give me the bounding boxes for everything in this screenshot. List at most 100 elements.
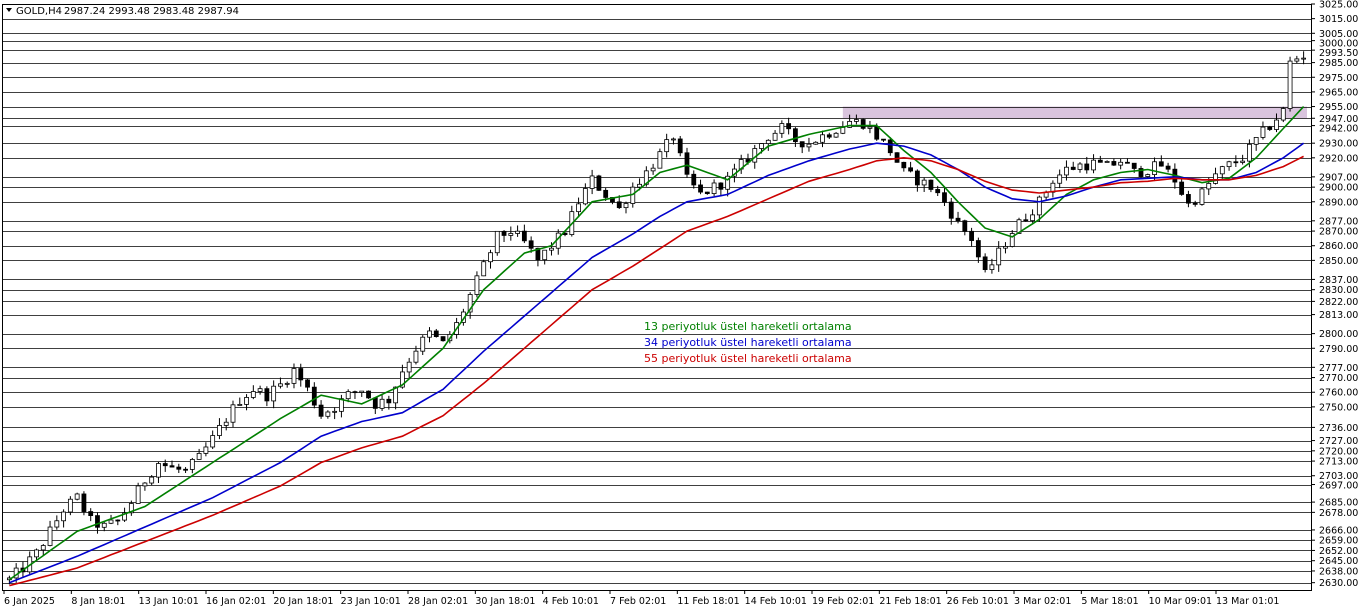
candle xyxy=(74,492,80,501)
y-tick-label: 2947.00 xyxy=(1319,114,1358,125)
candle xyxy=(1267,125,1273,131)
candle xyxy=(894,152,900,163)
x-tick-label: 11 Feb 18:01 xyxy=(677,596,739,607)
y-tick-label: 2860.00 xyxy=(1319,241,1358,252)
y-tick-label: 2630.00 xyxy=(1319,578,1358,589)
candle xyxy=(318,400,324,419)
candle xyxy=(996,241,1002,272)
candle xyxy=(765,139,771,151)
candle xyxy=(257,385,263,395)
candle xyxy=(88,508,94,522)
candle xyxy=(1030,209,1035,223)
y-tick-label: 2900.00 xyxy=(1319,183,1358,194)
candle xyxy=(61,509,66,528)
candle xyxy=(684,147,690,178)
candle xyxy=(230,400,236,428)
candle xyxy=(711,179,717,196)
candle xyxy=(908,161,914,173)
candle xyxy=(440,336,446,342)
candle xyxy=(40,543,46,556)
y-tick-label: 2907.00 xyxy=(1319,172,1358,183)
ema13-line xyxy=(8,106,1305,581)
y-tick-label: 2830.00 xyxy=(1319,285,1358,296)
y-tick-label: 2678.00 xyxy=(1319,508,1358,519)
candle xyxy=(1260,121,1266,140)
y-tick-label: 2760.00 xyxy=(1319,388,1358,399)
candle xyxy=(115,519,121,526)
x-tick-label: 26 Feb 10:01 xyxy=(947,596,1009,607)
candle xyxy=(156,461,161,484)
candle xyxy=(1199,187,1205,206)
legend-ema55: 55 periyotluk üstel hareketli ortalama xyxy=(644,352,852,365)
candle xyxy=(921,177,927,192)
dropdown-triangle-icon[interactable] xyxy=(6,8,12,12)
ema55-line xyxy=(9,155,1304,587)
candle xyxy=(535,247,541,267)
candle xyxy=(339,394,344,418)
candle xyxy=(325,410,331,419)
candle xyxy=(528,236,534,253)
candle xyxy=(623,201,629,214)
candle xyxy=(189,457,195,474)
candle xyxy=(806,137,812,152)
y-tick-label: 2659.00 xyxy=(1319,536,1358,547)
candle xyxy=(542,249,548,265)
price-grid-layer xyxy=(2,4,1311,584)
candle xyxy=(1287,56,1293,112)
candle xyxy=(149,475,155,486)
y-tick-label: 2920.00 xyxy=(1319,153,1358,164)
candle xyxy=(210,430,216,450)
candle xyxy=(176,463,182,473)
candle xyxy=(786,117,792,135)
candle xyxy=(671,137,676,145)
candle xyxy=(718,182,724,197)
candle xyxy=(474,271,480,298)
candle xyxy=(914,169,920,192)
y-tick-label: 2955.00 xyxy=(1319,102,1358,113)
candle xyxy=(1003,242,1008,254)
x-tick-label: 4 Feb 10:01 xyxy=(543,596,599,607)
candle xyxy=(549,242,554,256)
y-tick-label: 3015.00 xyxy=(1319,14,1358,25)
candle xyxy=(379,394,385,411)
candle xyxy=(128,500,134,516)
candle xyxy=(1253,137,1259,151)
candle xyxy=(332,407,338,420)
candle xyxy=(217,418,222,440)
candle xyxy=(691,170,697,189)
candle xyxy=(1294,55,1300,64)
x-tick-label: 13 Jan 10:01 xyxy=(139,596,199,607)
candle xyxy=(1023,213,1029,222)
candle xyxy=(413,345,419,365)
candle xyxy=(1226,160,1232,171)
candle xyxy=(386,395,392,410)
candle xyxy=(196,448,202,460)
candle xyxy=(657,148,663,169)
y-tick-label: 2652.00 xyxy=(1319,546,1358,557)
candle xyxy=(393,386,399,410)
candle xyxy=(1240,154,1246,165)
candle xyxy=(101,521,107,532)
candle xyxy=(278,377,283,389)
candle xyxy=(298,363,304,387)
y-tick-label: 2837.00 xyxy=(1319,275,1358,286)
candle xyxy=(928,179,934,193)
candle xyxy=(1274,113,1279,133)
candle xyxy=(1084,156,1090,174)
y-tick-label: 2713.00 xyxy=(1319,457,1358,468)
candle xyxy=(433,328,439,338)
candle xyxy=(664,133,670,158)
candle xyxy=(989,258,995,274)
y-tick-label: 2942.00 xyxy=(1319,123,1358,134)
candle xyxy=(596,174,602,191)
candle xyxy=(1158,155,1164,167)
x-tick-label: 13 Mar 01:01 xyxy=(1216,596,1279,607)
candle xyxy=(826,132,832,140)
candle xyxy=(142,482,148,491)
candle xyxy=(237,397,243,406)
plot-frame xyxy=(2,4,1312,591)
candle xyxy=(345,389,351,403)
candle xyxy=(291,363,297,389)
candle xyxy=(1138,165,1144,180)
